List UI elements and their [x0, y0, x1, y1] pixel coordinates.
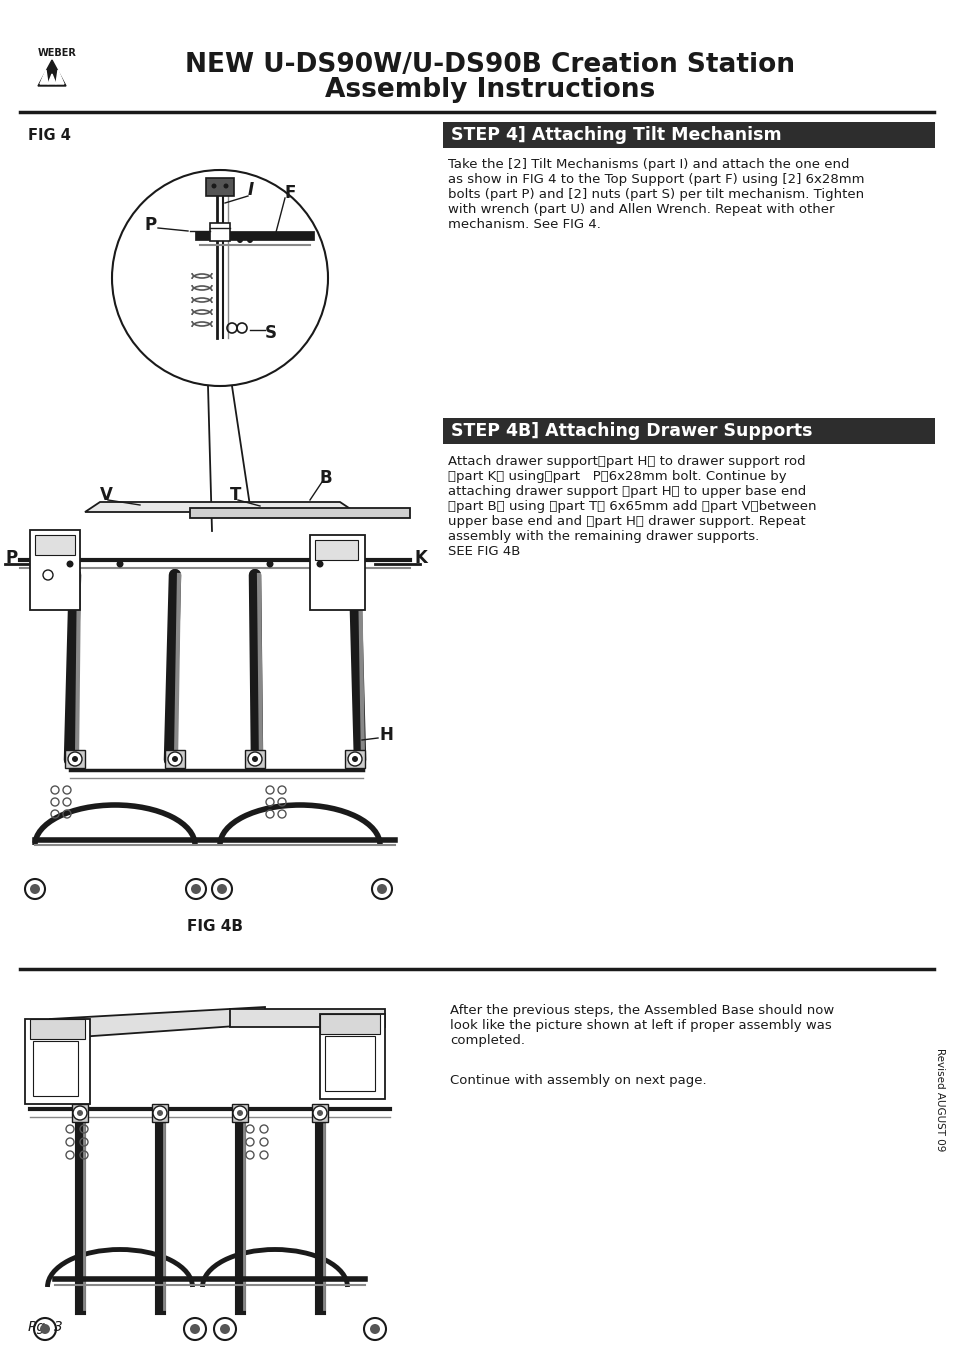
Polygon shape	[56, 70, 64, 84]
Bar	[245, 751, 265, 768]
Text: look like the picture shown at left if proper assembly was: look like the picture shown at left if p…	[450, 1019, 831, 1031]
Circle shape	[316, 560, 323, 567]
Text: assembly with the remaining drawer supports.: assembly with the remaining drawer suppo…	[448, 531, 759, 543]
Text: upper base end and （part H） drawer support. Repeat: upper base end and （part H） drawer suppo…	[448, 514, 804, 528]
Text: F: F	[285, 184, 296, 202]
Bar	[310, 535, 365, 610]
Bar	[65, 751, 85, 768]
Circle shape	[370, 1324, 379, 1334]
Circle shape	[247, 238, 253, 243]
Circle shape	[223, 184, 229, 189]
Text: （part B） using （part T） 6x65mm add （part V）between: （part B） using （part T） 6x65mm add （part…	[448, 500, 816, 513]
Bar	[232, 1104, 248, 1122]
Bar	[30, 531, 80, 610]
Bar	[319, 1014, 385, 1099]
Bar	[442, 418, 934, 444]
Text: FIG 4: FIG 4	[28, 128, 71, 143]
Text: WEBER: WEBER	[38, 49, 77, 58]
Polygon shape	[190, 508, 410, 518]
Circle shape	[43, 570, 53, 580]
Text: H: H	[379, 726, 394, 744]
Circle shape	[220, 1324, 230, 1334]
Bar	[345, 751, 365, 768]
Text: Continue with assembly on next page.: Continue with assembly on next page.	[450, 1075, 706, 1087]
Circle shape	[71, 756, 78, 761]
Bar	[25, 1019, 90, 1104]
Polygon shape	[40, 70, 48, 84]
Circle shape	[212, 184, 216, 189]
Bar	[442, 122, 934, 148]
Bar	[71, 1104, 88, 1122]
Circle shape	[157, 1110, 163, 1116]
Circle shape	[40, 1324, 50, 1334]
Bar	[165, 751, 185, 768]
Text: completed.: completed.	[450, 1034, 524, 1048]
Circle shape	[236, 238, 243, 243]
Circle shape	[313, 1106, 327, 1120]
Bar	[312, 1104, 328, 1122]
Bar	[325, 1035, 375, 1091]
Circle shape	[252, 756, 257, 761]
Polygon shape	[230, 1008, 385, 1027]
Circle shape	[236, 1110, 243, 1116]
Text: with wrench (part U) and Allen Wrench. Repeat with other: with wrench (part U) and Allen Wrench. R…	[448, 202, 834, 216]
Circle shape	[116, 560, 123, 567]
Text: S: S	[265, 324, 276, 342]
Text: STEP 4] Attaching Tilt Mechanism: STEP 4] Attaching Tilt Mechanism	[451, 126, 781, 144]
Text: SEE FIG 4B: SEE FIG 4B	[448, 545, 519, 558]
Bar	[30, 1019, 85, 1040]
Bar	[152, 1104, 168, 1122]
Text: STEP 4B] Attaching Drawer Supports: STEP 4B] Attaching Drawer Supports	[451, 423, 812, 440]
Text: Assembly Instructions: Assembly Instructions	[325, 77, 655, 103]
Circle shape	[376, 884, 387, 894]
Circle shape	[191, 884, 201, 894]
Bar	[35, 535, 75, 555]
Bar	[33, 1041, 78, 1096]
Text: mechanism. See FIG 4.: mechanism. See FIG 4.	[448, 217, 600, 231]
Circle shape	[67, 560, 73, 567]
Text: T: T	[230, 486, 241, 504]
Text: P: P	[6, 549, 18, 567]
Polygon shape	[85, 502, 355, 512]
Circle shape	[348, 752, 361, 765]
Circle shape	[190, 1324, 200, 1334]
Polygon shape	[48, 74, 56, 84]
Circle shape	[73, 1106, 87, 1120]
Text: Attach drawer support（part H） to drawer support rod: Attach drawer support（part H） to drawer …	[448, 455, 804, 468]
Circle shape	[168, 752, 182, 765]
Circle shape	[172, 756, 178, 761]
Bar	[319, 1014, 379, 1034]
Text: NEW U-DS90W/U-DS90B Creation Station: NEW U-DS90W/U-DS90B Creation Station	[185, 53, 794, 78]
Text: After the previous steps, the Assembled Base should now: After the previous steps, the Assembled …	[450, 1004, 833, 1017]
Text: Revised AUGUST 09: Revised AUGUST 09	[934, 1049, 944, 1152]
Text: bolts (part P) and [2] nuts (part S) per tilt mechanism. Tighten: bolts (part P) and [2] nuts (part S) per…	[448, 188, 863, 201]
Text: Pg. 3: Pg. 3	[28, 1320, 63, 1334]
Text: （part K） using（part   P）6x28mm bolt. Continue by: （part K） using（part P）6x28mm bolt. Conti…	[448, 470, 786, 483]
Circle shape	[152, 1106, 167, 1120]
Circle shape	[216, 884, 227, 894]
Circle shape	[352, 756, 357, 761]
Circle shape	[248, 752, 262, 765]
Bar	[206, 178, 233, 196]
Text: B: B	[319, 468, 333, 487]
Circle shape	[68, 752, 82, 765]
Text: P: P	[145, 216, 157, 234]
Circle shape	[266, 560, 274, 567]
Text: FIG 4B: FIG 4B	[187, 919, 243, 934]
Circle shape	[316, 1110, 323, 1116]
Text: as show in FIG 4 to the Top Support (part F) using [2] 6x28mm: as show in FIG 4 to the Top Support (par…	[448, 173, 863, 186]
Circle shape	[233, 1106, 247, 1120]
Bar	[210, 223, 230, 242]
Text: Take the [2] Tilt Mechanisms (part I) and attach the one end: Take the [2] Tilt Mechanisms (part I) an…	[448, 158, 848, 171]
Polygon shape	[38, 59, 66, 86]
Circle shape	[30, 884, 40, 894]
Polygon shape	[50, 1007, 265, 1040]
Text: K: K	[415, 549, 428, 567]
Text: I: I	[248, 181, 253, 198]
Bar	[314, 540, 357, 560]
Text: V: V	[100, 486, 112, 504]
Text: attaching drawer support （part H） to upper base end: attaching drawer support （part H） to upp…	[448, 485, 805, 498]
Circle shape	[77, 1110, 83, 1116]
